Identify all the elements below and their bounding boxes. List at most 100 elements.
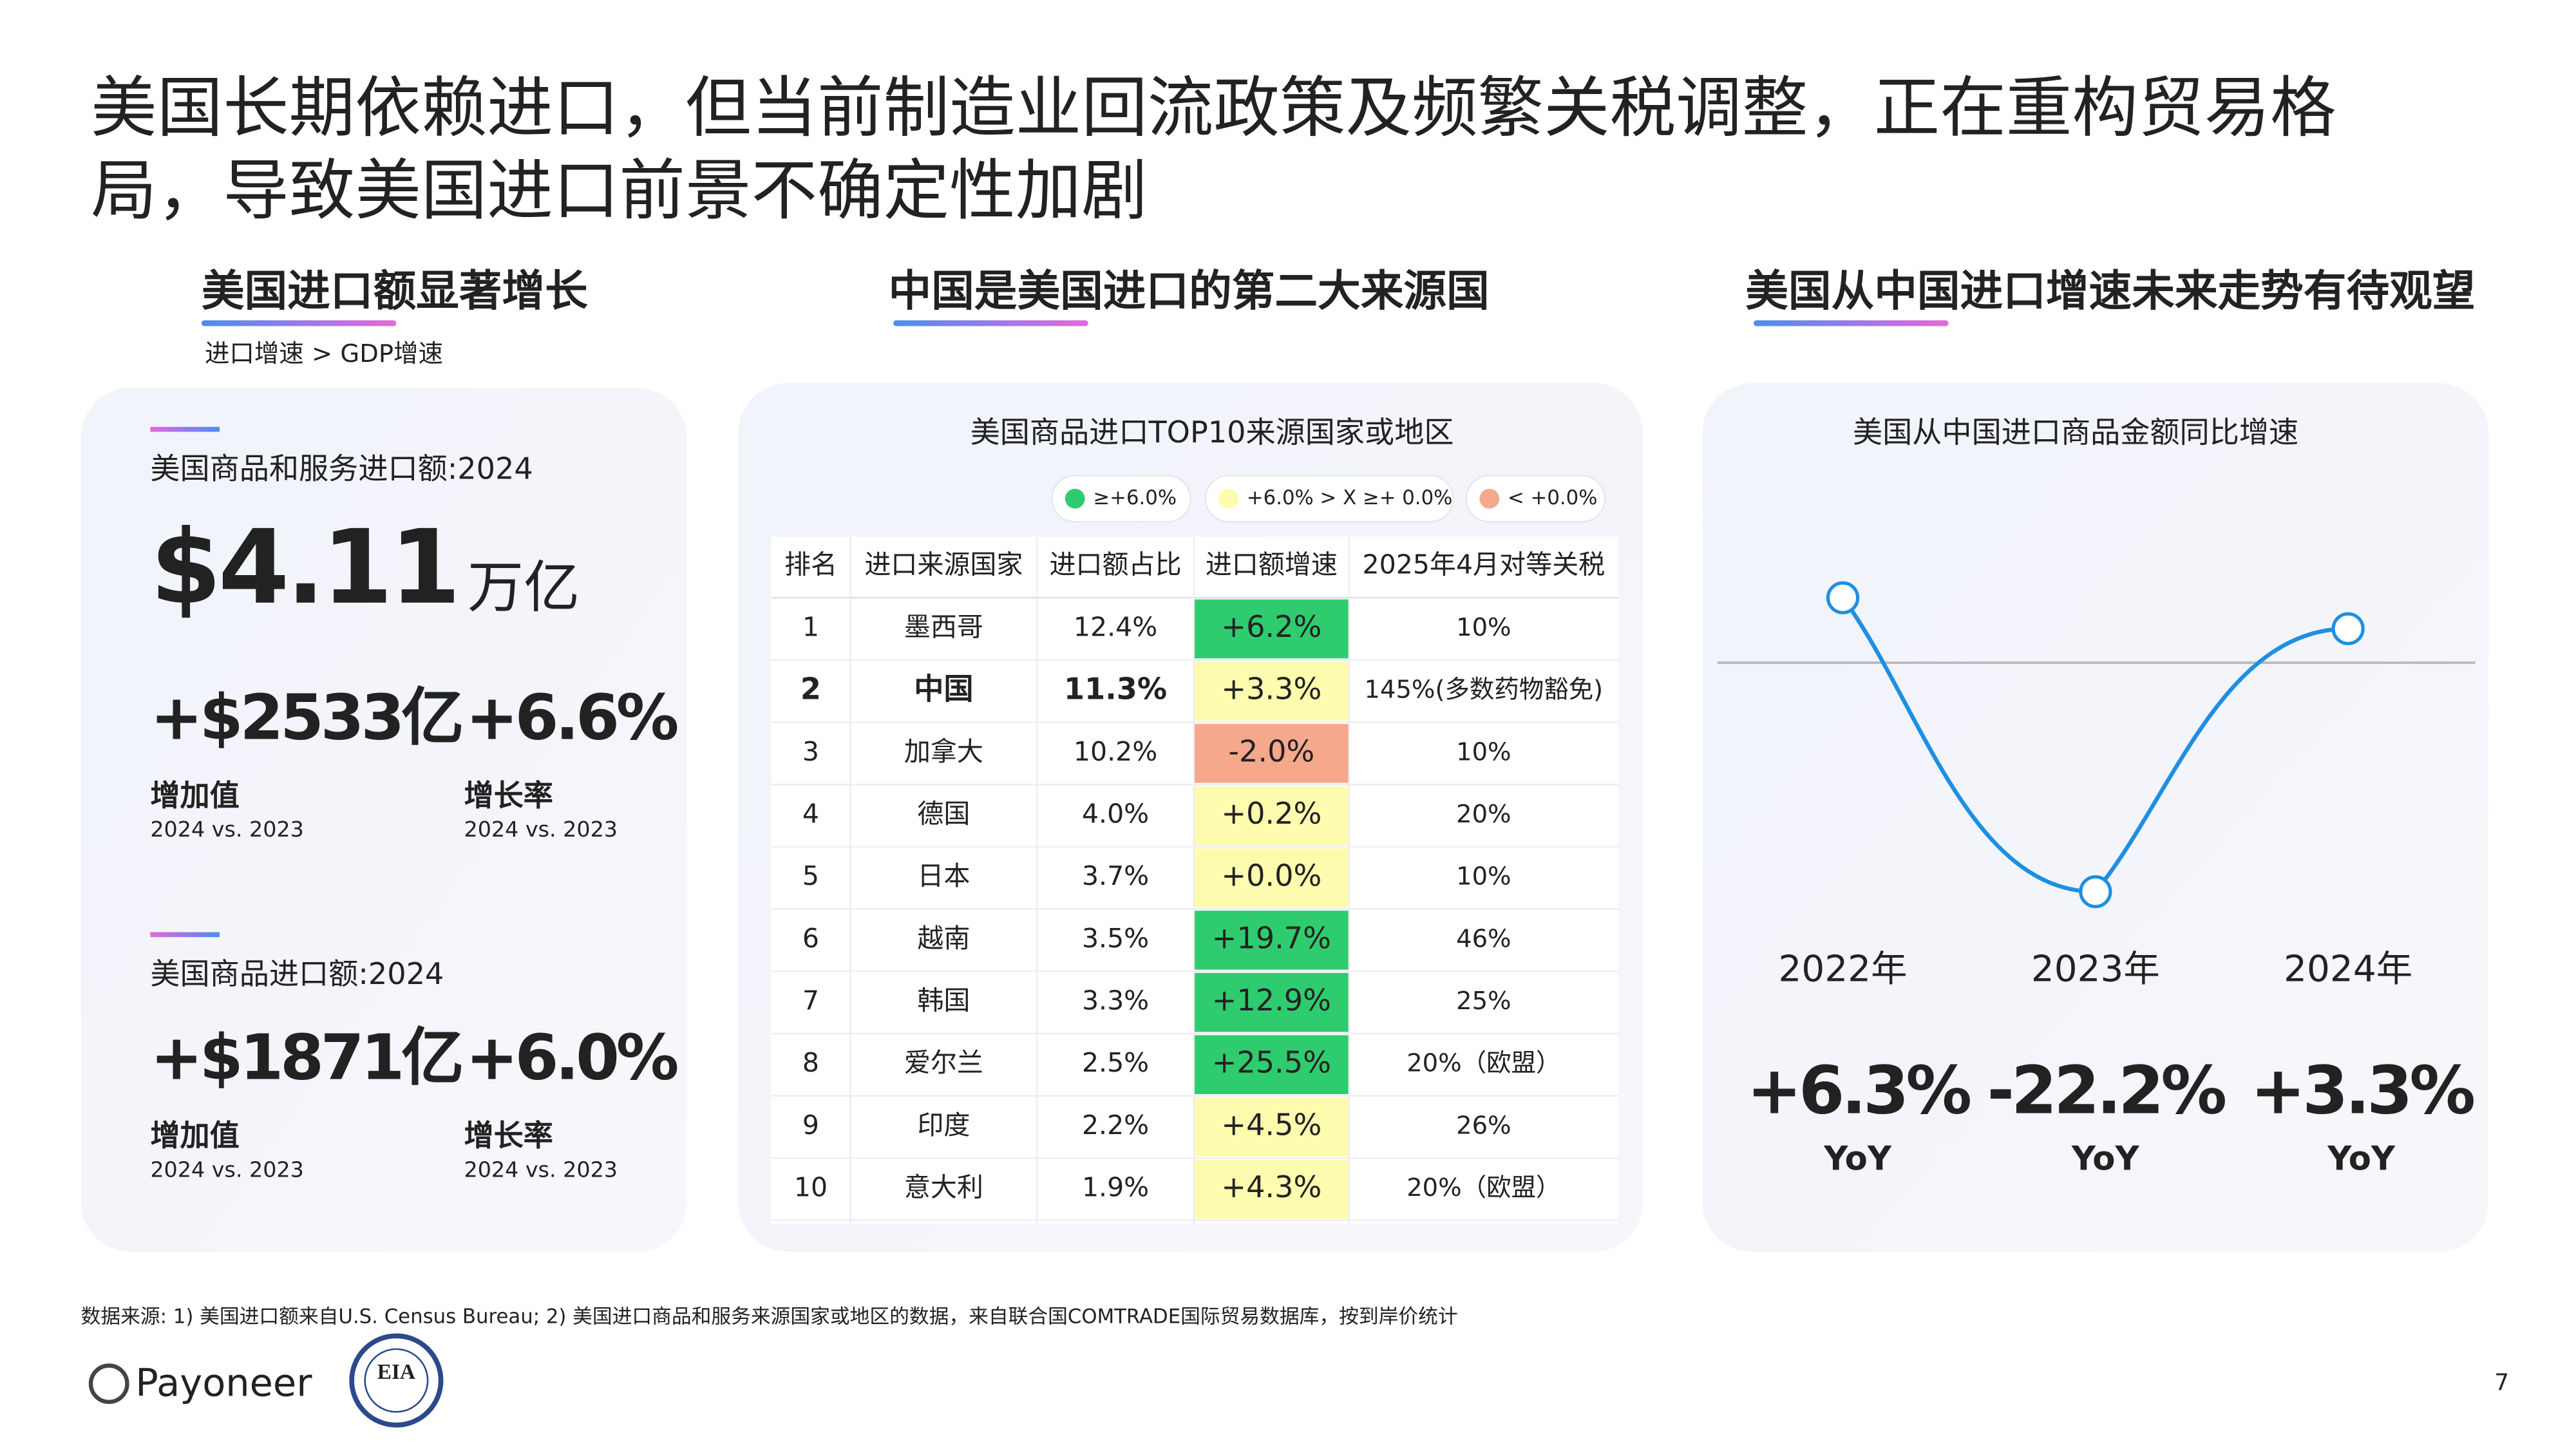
table-header: 进口额增速 <box>1206 549 1338 580</box>
table-cell: -2.0% <box>1228 734 1314 768</box>
table-cell: 墨西哥 <box>904 612 983 643</box>
growth-cell <box>1193 1035 1349 1094</box>
table-cell: 20% <box>1456 800 1511 829</box>
table-cell: +0.2% <box>1221 796 1321 831</box>
table-cell: 1 <box>802 612 819 643</box>
table-cell: 9 <box>802 1110 819 1141</box>
brand-mark <box>88 1363 129 1405</box>
table-cell: +19.7% <box>1212 920 1331 955</box>
growth-cell <box>1193 1159 1349 1219</box>
table-cell: 10.2% <box>1074 736 1157 767</box>
block-increase-label: 增加值 <box>150 778 239 813</box>
growth-cell <box>1193 786 1349 846</box>
growth-cell <box>1193 848 1349 907</box>
block-label: 美国商品和服务进口额:2024 <box>150 451 533 486</box>
value-unit: YoY <box>2071 1140 2140 1179</box>
table-cell: 10% <box>1456 613 1511 642</box>
legend-label: < +0.0% <box>1508 486 1597 509</box>
legend-label: ≥+6.0% <box>1093 486 1177 509</box>
value-unit: YoY <box>1823 1140 1892 1179</box>
legend-label: +6.0% > X ≥+ 0.0% <box>1247 486 1452 509</box>
partner: EIA <box>377 1360 415 1384</box>
table-cell: 11.3% <box>1064 672 1167 706</box>
legend-pill <box>1051 475 1191 523</box>
point <box>2079 875 2112 909</box>
block-rate: +6.0% <box>466 1021 677 1094</box>
table-cell: 25% <box>1456 987 1511 1016</box>
table-cell: 20%（欧盟） <box>1406 1049 1560 1078</box>
table-cell: 2 <box>800 672 821 706</box>
table-cell: 3 <box>802 736 819 767</box>
table-cell: +6.2% <box>1221 609 1321 644</box>
table-title: 美国商品进口TOP10来源国家或地区 <box>971 415 1454 450</box>
value-label: -22.2% <box>1987 1052 2225 1129</box>
legend-swatch <box>1479 488 1500 509</box>
value-label: +3.3% <box>2250 1052 2474 1129</box>
block-increase-label: 增加值 <box>150 1118 239 1153</box>
table-cell: +0.0% <box>1221 858 1321 893</box>
table-cell: 10 <box>794 1172 828 1203</box>
table-cell: 4.0% <box>1082 799 1149 829</box>
source-note: 数据来源: 1) 美国进口额来自U.S. Census Bureau; 2) 美… <box>81 1305 1458 1329</box>
table-cell: 印度 <box>917 1110 970 1141</box>
table-cell: 2.5% <box>1082 1047 1149 1078</box>
table-cell: +12.9% <box>1212 983 1331 1018</box>
table-header: 2025年4月对等关税 <box>1363 549 1605 580</box>
table-cell: 韩国 <box>917 985 970 1016</box>
slide-title: 美国长期依赖进口，但当前制造业回流政策及频繁关税调整，正在重构贸易格 <box>91 70 2336 147</box>
block-period: 2024 vs. 2023 <box>150 817 304 842</box>
section-subheading: 进口增速 > GDP增速 <box>205 339 443 368</box>
slide-title: 局，导致美国进口前景不确定性加剧 <box>91 153 1148 229</box>
brand: Payoneer <box>135 1360 312 1405</box>
table-cell: 越南 <box>917 923 970 954</box>
x-label: 2023年 <box>2031 948 2160 990</box>
table-cell: 8 <box>802 1047 819 1078</box>
heading-underline <box>1754 320 1949 327</box>
legend-pill <box>1465 475 1606 523</box>
right-panel <box>1702 383 2489 1252</box>
block-label: 美国商品进口额:2024 <box>150 956 444 991</box>
table-cell: 德国 <box>917 799 970 829</box>
block-period: 2024 vs. 2023 <box>464 817 618 842</box>
table-cell: +3.3% <box>1221 672 1321 706</box>
block-total: $4.11 <box>150 508 457 627</box>
block-rate: +6.6% <box>466 681 677 753</box>
table-cell: 10% <box>1456 862 1511 891</box>
heading-underline <box>893 320 1088 327</box>
legend-swatch <box>1218 488 1239 509</box>
chart-title: 美国从中国进口商品金额同比增速 <box>1853 415 2298 450</box>
table-header: 进口额占比 <box>1050 549 1182 580</box>
section-heading: 美国从中国进口增速未来走势有待观望 <box>1745 265 2475 316</box>
content: 美国长期依赖进口，但当前制造业回流政策及频繁关税调整，正在重构贸易格局，导致美国… <box>81 70 2509 1428</box>
table-cell: 12.4% <box>1074 612 1157 643</box>
block-period: 2024 vs. 2023 <box>150 1157 304 1182</box>
block-increase: +$1871亿 <box>150 1021 461 1094</box>
growth-cell <box>1193 972 1349 1032</box>
legend-pill <box>1204 475 1454 523</box>
table-cell: 中国 <box>914 672 973 706</box>
table-cell: 1.9% <box>1082 1172 1149 1203</box>
growth-cell <box>1193 599 1349 659</box>
table-cell: +4.5% <box>1221 1107 1321 1142</box>
table-cell: 意大利 <box>904 1172 983 1203</box>
value-unit: YoY <box>2327 1140 2396 1179</box>
block-period: 2024 vs. 2023 <box>464 1157 618 1182</box>
x-label: 2022年 <box>1779 948 1908 990</box>
table-cell: 3.5% <box>1082 923 1149 954</box>
table-cell: 加拿大 <box>904 736 983 767</box>
growth-cell <box>1193 911 1349 970</box>
page-number: 7 <box>2494 1370 2509 1396</box>
table-cell: 3.7% <box>1082 860 1149 891</box>
block-total-unit: 万亿 <box>468 554 580 620</box>
block-rate-label: 增长率 <box>464 778 553 813</box>
table-cell: 10% <box>1456 737 1511 766</box>
table-cell: 7 <box>802 985 819 1016</box>
table-cell: 20%（欧盟） <box>1406 1173 1560 1202</box>
section-heading: 美国进口额显著增长 <box>202 265 588 316</box>
table-cell: 4 <box>802 799 819 829</box>
table-cell: 6 <box>802 923 819 954</box>
table-header: 排名 <box>784 549 837 580</box>
block-increase: +$2533亿 <box>150 681 461 753</box>
